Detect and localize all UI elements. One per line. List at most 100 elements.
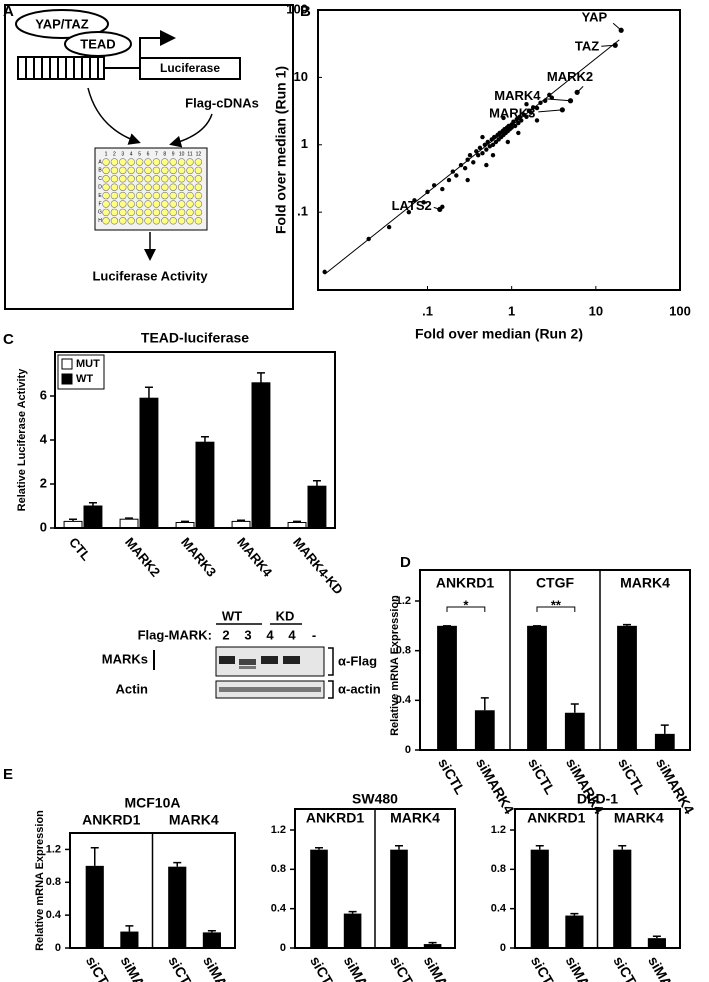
panel-letter: E xyxy=(3,766,13,783)
plate-column: 3 xyxy=(121,151,124,157)
well xyxy=(110,166,119,175)
point xyxy=(440,186,445,192)
well xyxy=(169,191,177,200)
y-tick-label: 1.2 xyxy=(396,595,411,607)
point xyxy=(467,153,473,158)
well xyxy=(127,208,135,217)
well xyxy=(119,200,127,208)
plate-column: 2 xyxy=(113,151,116,157)
well xyxy=(110,217,119,225)
error-bar xyxy=(312,479,321,487)
well xyxy=(119,175,127,183)
leader-line xyxy=(544,98,571,102)
y-tick-label: 0 xyxy=(405,744,411,756)
well xyxy=(110,200,119,208)
error-bar xyxy=(570,703,579,713)
chart-title: TEAD-luciferase xyxy=(141,330,249,346)
point xyxy=(425,189,430,195)
leader-line xyxy=(601,44,616,47)
x-tick-label: siCTL xyxy=(83,953,117,982)
x-tick-label: siCTL xyxy=(525,755,559,797)
well xyxy=(169,166,177,175)
legend-label: WT xyxy=(76,373,93,385)
y-tick-label: 2 xyxy=(40,475,47,490)
well xyxy=(177,217,186,225)
well xyxy=(127,191,135,200)
point xyxy=(482,142,488,147)
point xyxy=(485,139,490,145)
annotation: LATS2 xyxy=(392,198,432,213)
well xyxy=(127,166,135,175)
well xyxy=(194,183,203,191)
point xyxy=(505,139,511,145)
x-tick-label: siCTL xyxy=(610,953,644,982)
well xyxy=(161,191,169,200)
well xyxy=(110,175,119,183)
annotated-point xyxy=(559,107,565,113)
error-bar xyxy=(570,912,579,916)
panel-letter: C xyxy=(3,331,14,348)
bar xyxy=(613,849,632,948)
plate-column: 12 xyxy=(196,151,202,157)
chart-title: DLD-1 xyxy=(577,791,618,807)
well xyxy=(102,217,110,225)
bar xyxy=(437,625,457,750)
point xyxy=(528,110,534,115)
well xyxy=(169,200,177,208)
band xyxy=(239,666,256,669)
well xyxy=(144,191,152,200)
legend-label: MUT xyxy=(76,358,100,370)
point xyxy=(465,157,470,162)
well xyxy=(110,191,119,200)
leader-line xyxy=(538,109,563,113)
well xyxy=(135,166,144,175)
x-tick-label: siMARK4 xyxy=(200,953,245,982)
error-bar xyxy=(256,372,265,383)
error-bar xyxy=(428,941,437,945)
point xyxy=(542,98,548,103)
x-tick-label: siMARK4 xyxy=(341,953,386,982)
well xyxy=(177,166,186,175)
group-label: MARK4 xyxy=(620,575,670,591)
point xyxy=(491,134,497,140)
error-bar xyxy=(660,724,669,734)
bar xyxy=(343,913,362,948)
well xyxy=(169,175,177,183)
group-label: ANKRD1 xyxy=(306,810,365,826)
plot-frame xyxy=(317,9,681,291)
bar xyxy=(202,932,221,948)
point xyxy=(322,269,327,275)
significance: * xyxy=(463,597,469,612)
x-tick-label: siMARK4 xyxy=(653,755,698,816)
x-tick-label: siCTL xyxy=(435,755,469,797)
well xyxy=(119,208,127,217)
plate-row: A xyxy=(98,159,102,165)
well xyxy=(161,208,169,217)
panel-letter: D xyxy=(400,554,411,571)
bar xyxy=(85,865,104,948)
reporter-label: Luciferase xyxy=(160,61,220,75)
y-tick-label: 0 xyxy=(280,942,286,954)
legend-swatch xyxy=(61,358,73,370)
annotation: TAZ xyxy=(575,39,599,54)
error-bar xyxy=(652,935,661,939)
y-tick-label: .1 xyxy=(297,204,308,219)
well xyxy=(127,183,135,191)
y-axis-label: Relative Luciferase Activity xyxy=(16,368,28,512)
group-label: CTGF xyxy=(536,575,575,591)
well xyxy=(161,217,169,225)
well xyxy=(102,158,110,166)
y-tick-label: 4 xyxy=(40,431,48,446)
bar xyxy=(474,710,495,750)
well xyxy=(186,191,194,200)
blot-row: Actin xyxy=(116,681,149,696)
well xyxy=(186,183,194,191)
y-tick-label: 0.8 xyxy=(396,645,411,657)
point xyxy=(484,162,489,168)
x-tick-label: 1 xyxy=(508,303,515,318)
annotation: YAP xyxy=(582,10,608,25)
well xyxy=(144,183,152,191)
annotation: MARK4 xyxy=(494,88,541,103)
x-tick-label: siMARK4 xyxy=(645,953,690,982)
point xyxy=(516,130,521,136)
